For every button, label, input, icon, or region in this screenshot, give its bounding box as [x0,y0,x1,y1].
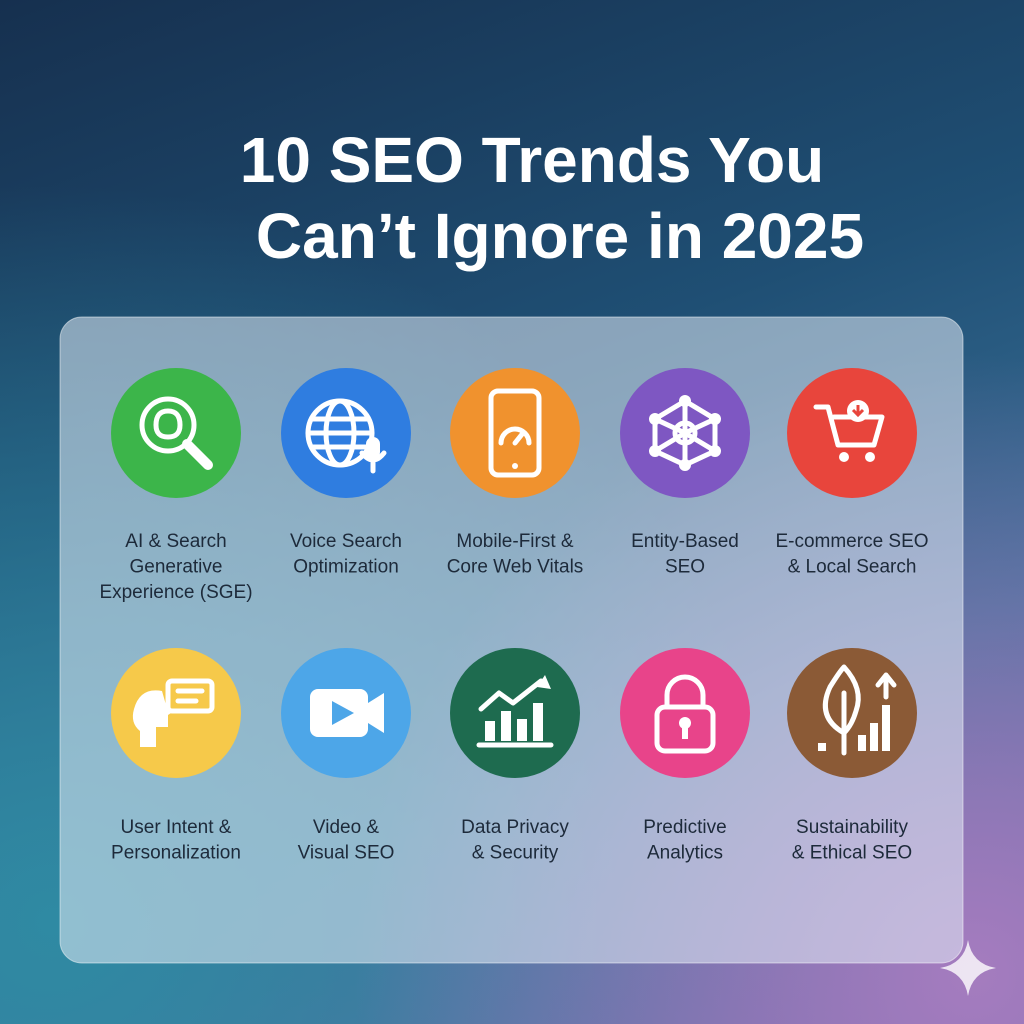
icon-part [709,445,721,457]
trend-label: Sustainability [796,817,908,838]
trend-icon [281,368,411,498]
trend-label: Video & [313,817,380,838]
icon-part [366,437,380,459]
trend-label: & Ethical SEO [792,843,912,864]
icon-part [165,678,215,714]
trend-icon [281,648,411,778]
icon-part [858,735,866,751]
icon-glyph [488,388,542,478]
trend-label: Voice Search [290,531,402,552]
trend-icon [620,368,750,498]
icon-part [839,452,849,462]
trend-label: AI & Search [125,531,226,552]
icon-part [818,743,826,751]
icon-part [875,672,897,700]
panel [59,316,964,964]
trend-label: Analytics [647,843,723,864]
icon-part [485,721,495,741]
icon-part [813,404,885,448]
icon-part [818,705,890,751]
trend-icon [787,368,917,498]
icon-circle [450,648,580,778]
trend-label: Data Privacy [461,817,569,838]
icon-part [649,413,661,425]
icon-glyph [310,689,384,737]
icon-circle [787,368,917,498]
icon-glyph [132,678,215,747]
trend-label: Personalization [111,843,241,864]
icon-glyph [139,396,213,470]
trend-label: Core Web Vitals [447,557,584,578]
trend-label: E-commerce SEO [775,531,928,552]
icon-part [654,704,716,754]
icon-part [851,405,865,418]
icon-glyph [654,674,716,754]
icon-part [664,674,706,710]
trend-icon [787,648,917,778]
sparkle [940,940,996,996]
icon-part [132,690,174,747]
icon-part [870,723,878,751]
icon-part [533,703,543,741]
icon-circle [450,368,580,498]
trend-label: & Local Search [788,557,917,578]
icon-part [822,664,861,736]
icon-glyph [649,395,721,471]
trend-label: Generative [130,557,223,578]
icon-part [332,701,354,725]
icon-part [882,705,890,751]
trend-label: Entity-Based [631,531,739,552]
icon-part [709,413,721,425]
trend-label: Experience (SGE) [99,582,252,603]
icon-glyph [813,400,885,462]
icon-part [517,719,527,741]
trend-label: Optimization [293,557,399,578]
icon-part [679,459,691,471]
trend-icon [620,648,750,778]
icon-part [512,430,526,446]
icon-glyph [305,398,387,474]
icon-circle [787,648,917,778]
trend-icon [111,648,241,778]
trend-label: Visual SEO [298,843,395,864]
icon-glyph [476,675,554,748]
icon-part [153,408,183,440]
trend-label: & Security [472,843,559,864]
icon-part [182,439,213,470]
icon-part [679,395,691,407]
icon-part [368,693,384,733]
trend-label: SEO [665,557,705,578]
icon-glyph [818,664,897,756]
title-line: Can’t Ignore in 2025 [256,200,864,272]
trend-icon [111,368,241,498]
icon-part [501,711,511,741]
icon-part [498,426,532,446]
icon-part [139,396,197,454]
icon-part [649,395,721,471]
icon-part [488,388,542,478]
icon-part [512,463,518,469]
icon-part [485,703,543,741]
title-line: 10 SEO Trends You [240,124,825,196]
icon-part [478,678,544,712]
icon-part [865,452,875,462]
trend-label: User Intent & [121,817,232,838]
trend-label: Predictive [643,817,726,838]
icon-part [537,675,551,689]
trend-label: Mobile-First & [456,531,574,552]
icon-circle [620,648,750,778]
icon-part [649,445,661,457]
icon-part [359,450,387,474]
icon-part [682,725,688,739]
trend-icon [450,368,580,498]
trend-icon [450,648,580,778]
icon-part [672,420,698,446]
